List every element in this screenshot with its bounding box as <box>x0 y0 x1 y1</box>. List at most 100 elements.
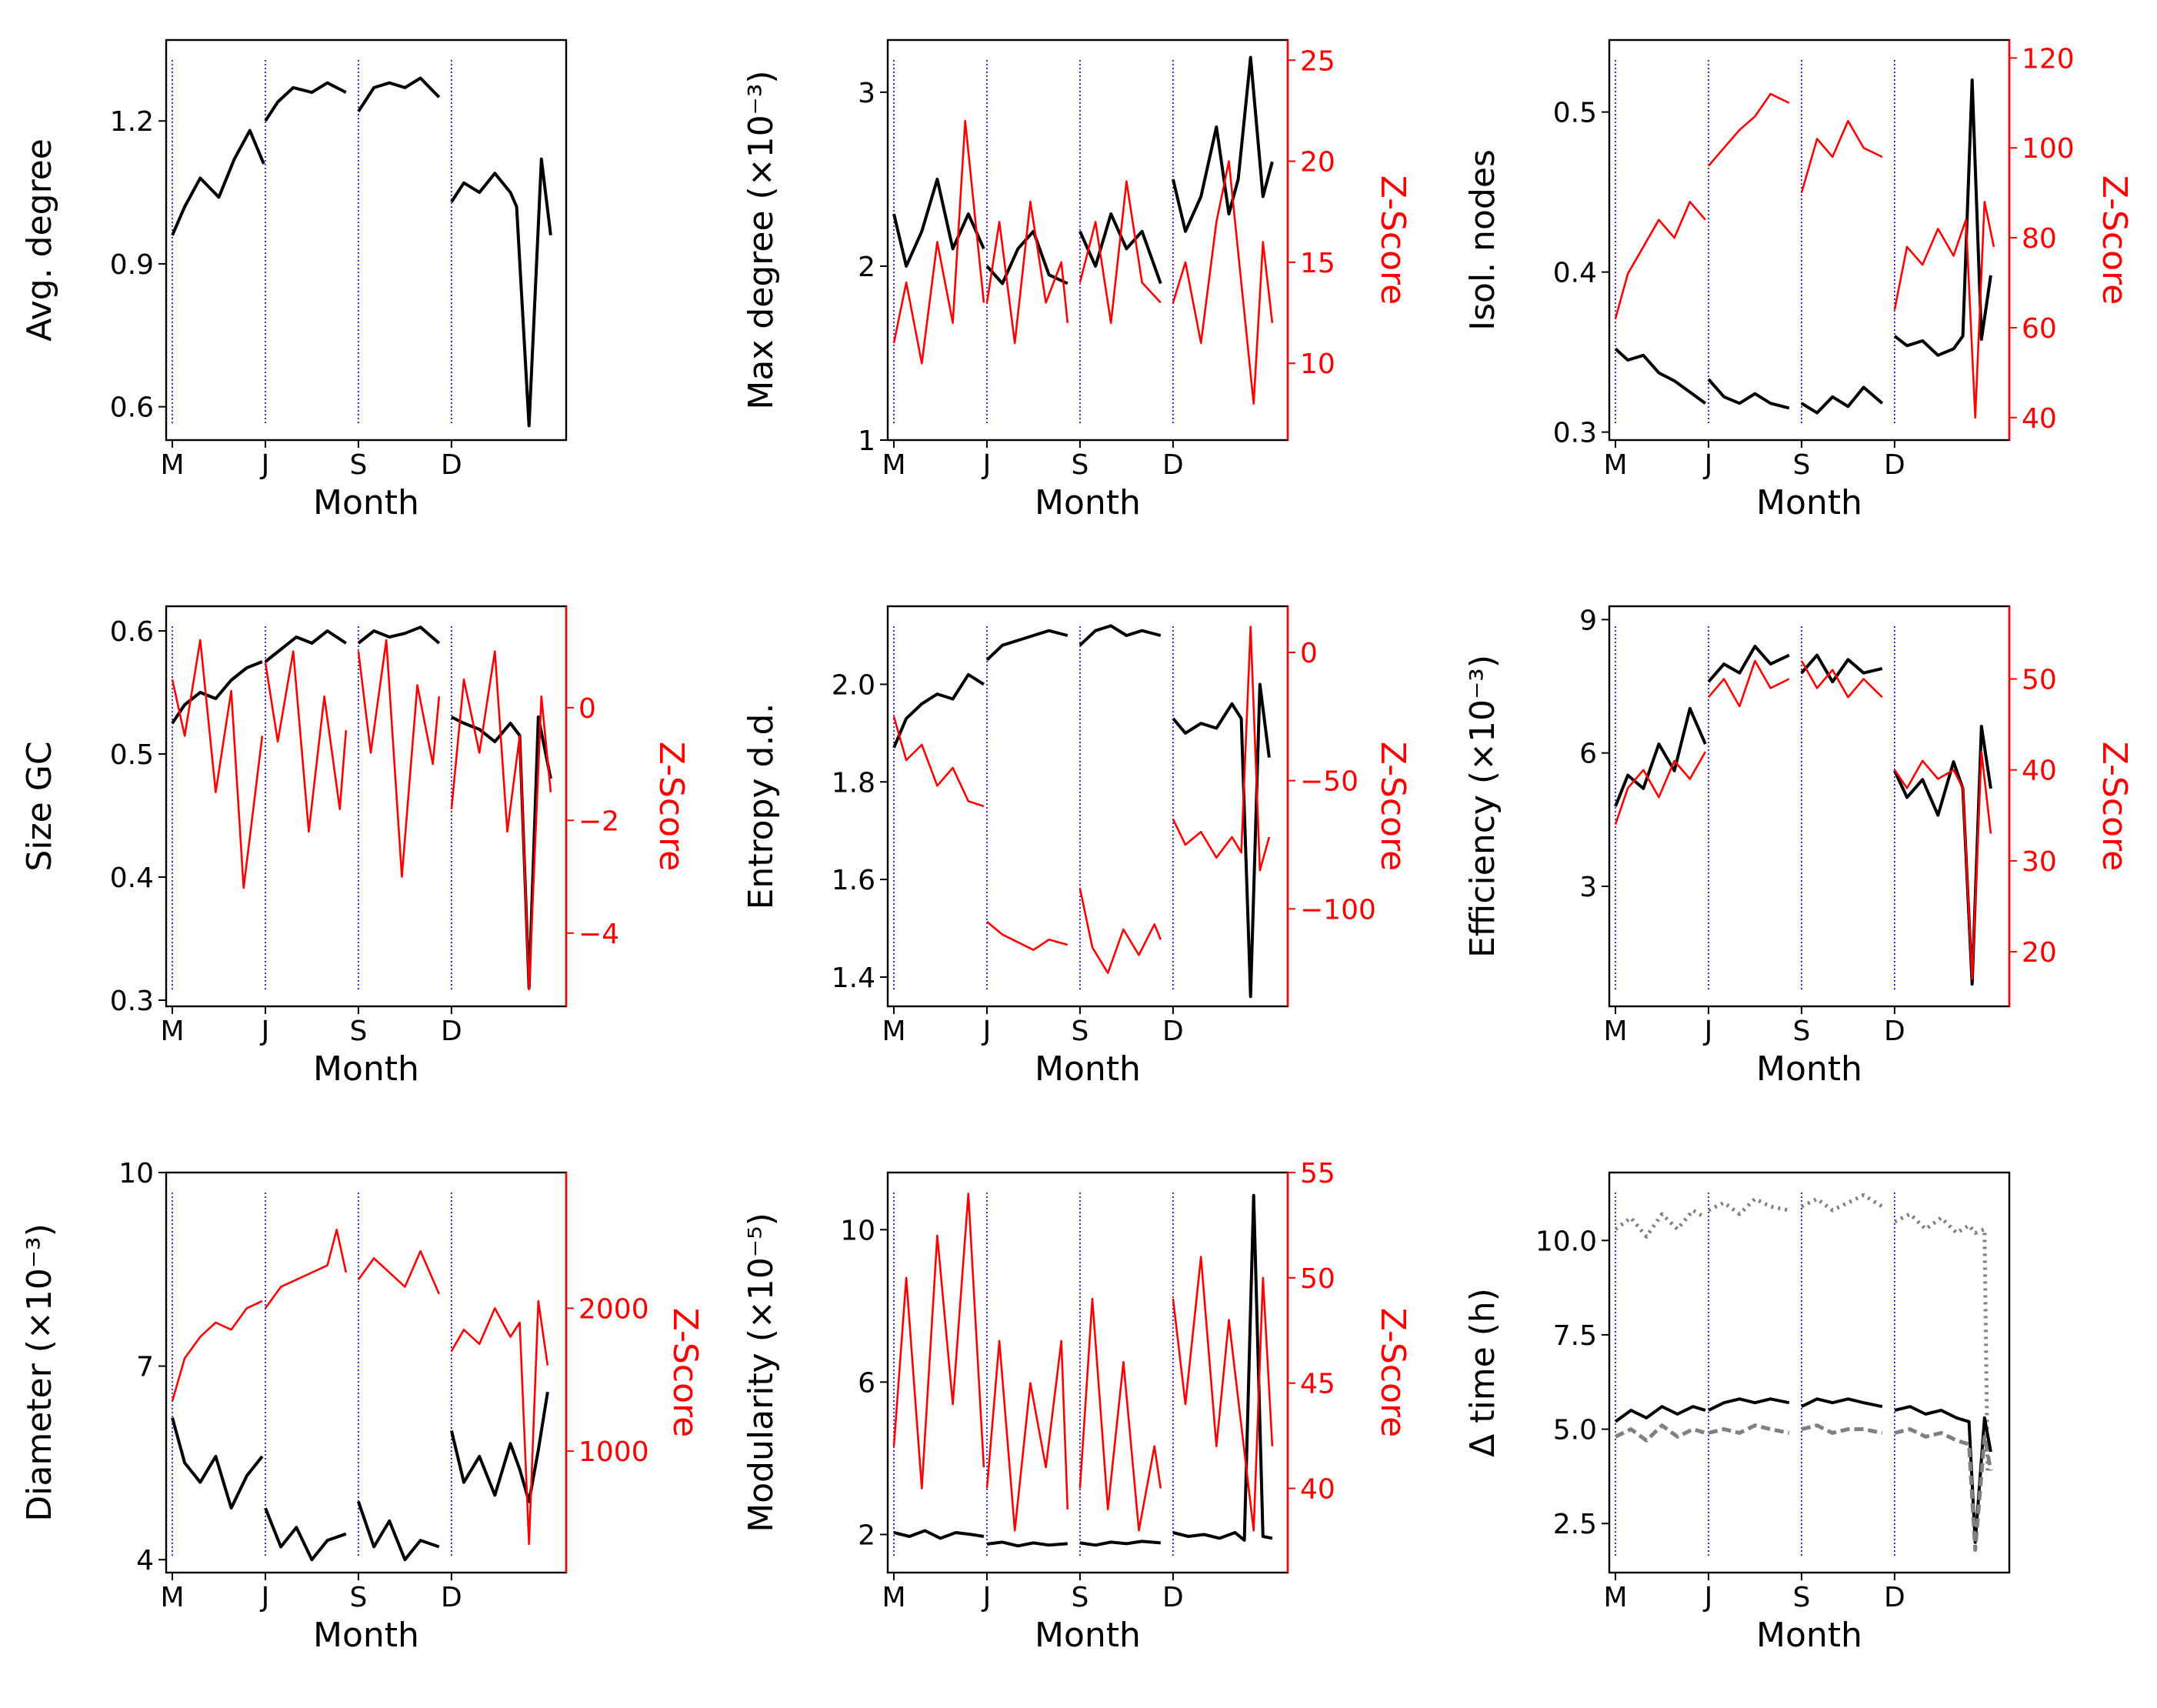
y-tick-label: 9 <box>1579 605 1597 636</box>
series-z-score <box>892 625 1271 974</box>
y2-axis-label: Z-Score <box>2095 742 2134 871</box>
series-segment <box>1614 1405 1706 1423</box>
series-segment <box>1172 160 1274 405</box>
series-segment <box>357 1249 440 1295</box>
y2-tick-label: 40 <box>2022 756 2057 787</box>
y-axis-label: Max degree (×10⁻³) <box>742 70 781 409</box>
y-tick-label: 10.0 <box>1535 1226 1597 1257</box>
y2-axis-label: Z-Score <box>1373 175 1412 305</box>
series-segment <box>1893 750 1992 980</box>
series-segment <box>449 1391 549 1503</box>
y-tick-label: 3 <box>858 78 875 109</box>
y-axis-label: Size GC <box>20 741 59 871</box>
y-axis-label: Isol. nodes <box>1463 149 1502 331</box>
x-tick-label: S <box>1071 1016 1089 1047</box>
y2-tick-label: 50 <box>1300 1263 1335 1295</box>
y-tick-label: 7 <box>136 1352 154 1383</box>
x-tick-label: M <box>882 1016 905 1047</box>
y2-tick-label: 0 <box>1300 638 1318 669</box>
series-segment <box>357 76 441 112</box>
series-segment <box>892 672 985 749</box>
series-segment <box>451 716 552 989</box>
chart-panel-6: M J S D 3 6 9 20 30 40 50 Month Efficiency (×10⁻³) Z-… <box>1463 605 2134 1089</box>
series-segment <box>1708 1423 1790 1435</box>
x-tick-label: S <box>349 1582 367 1613</box>
y2-axis-label: Z-Score <box>1373 1308 1412 1437</box>
series-segment <box>892 1193 985 1489</box>
y-axis-label: Efficiency (×10⁻³) <box>1463 655 1502 958</box>
series-segment <box>1800 119 1883 194</box>
x-axis-label: Month <box>1035 1049 1141 1089</box>
y-tick-label: 2 <box>858 1520 875 1551</box>
series-segment <box>1893 78 1992 357</box>
chart-panel-7: M J S D 4 7 10 1000 2000 Month Diameter (×10⁻³) Z-S… <box>20 1158 705 1655</box>
x-tick-label: J <box>1703 1582 1713 1613</box>
y2-tick-label: 40 <box>1300 1474 1335 1506</box>
series-segment <box>1614 751 1707 826</box>
x-tick-label: M <box>1603 449 1627 481</box>
y2-tick-label: 10 <box>1300 349 1335 380</box>
series-segment <box>171 660 263 725</box>
series-z-score <box>1614 659 1992 980</box>
y-tick-label: 1 <box>858 425 875 457</box>
axes-frame <box>165 1171 568 1574</box>
series-segment <box>1708 92 1790 167</box>
series-segment <box>1800 1193 1884 1213</box>
chart-panel-9: M J S D 2.5 5.0 7.5 10.0 Month Δ time (h) <box>1463 1171 2011 1655</box>
series-diameter <box>171 1391 549 1562</box>
series-segment <box>1078 888 1162 974</box>
series-segment <box>1171 55 1274 233</box>
y-tick-label: 0.5 <box>1553 98 1597 129</box>
chart-panel-2: M J S D 1 2 3 10 15 20 25 Month Max degree (×10⁻³) Z-… <box>742 38 1412 522</box>
x-tick-label: M <box>1603 1582 1627 1613</box>
series-segment <box>985 200 1069 345</box>
y2-axis-label: Z-Score <box>2095 175 2134 305</box>
x-tick-label: J <box>982 1582 992 1613</box>
series-segment <box>1078 212 1162 285</box>
y-tick-label: 2.5 <box>1553 1509 1597 1540</box>
x-axis-label: Month <box>1035 483 1141 522</box>
y2-tick-label: 2000 <box>578 1293 649 1325</box>
x-axis-label: Month <box>313 1049 419 1089</box>
series-z-score <box>892 119 1274 405</box>
series-segment <box>892 119 985 365</box>
axes-frame <box>1608 1171 2011 1574</box>
y-tick-label: 6 <box>858 1367 875 1399</box>
series-segment <box>1614 1208 1707 1239</box>
y2-tick-label: 50 <box>2022 665 2057 696</box>
x-tick-label: J <box>260 449 270 481</box>
y2-tick-label: 15 <box>1300 248 1335 279</box>
series-segment <box>1078 1297 1162 1532</box>
x-tick-label: D <box>1884 449 1905 481</box>
x-tick-label: M <box>882 1582 905 1613</box>
series-segment <box>985 1339 1069 1532</box>
series-segment <box>450 650 552 991</box>
series-segment <box>357 639 441 878</box>
x-tick-label: M <box>160 1582 184 1613</box>
x-axis-label: Month <box>1035 1616 1141 1655</box>
y-tick-label: 6 <box>1579 739 1597 770</box>
x-tick-label: M <box>160 449 184 481</box>
y2-tick-label: −4 <box>578 919 619 950</box>
series-segment <box>1614 1423 1706 1443</box>
y2-tick-label: 55 <box>1300 1158 1335 1189</box>
series-efficiency <box>1614 645 1992 986</box>
x-axis-label: Month <box>313 1616 419 1655</box>
y-axis-label: Diameter (×10⁻³) <box>20 1223 59 1521</box>
series-segment <box>357 1501 440 1562</box>
x-tick-label: J <box>982 449 992 481</box>
series-segment <box>264 650 348 833</box>
x-axis-label: Month <box>1756 1049 1862 1089</box>
x-tick-label: S <box>1792 449 1810 481</box>
series-dashed-grey <box>1614 1423 1993 1553</box>
y-axis-label: Entropy d.d. <box>742 703 781 910</box>
series-segment <box>1800 660 1883 699</box>
series-segment <box>892 177 985 268</box>
x-axis-label: Month <box>313 483 419 522</box>
series-segment <box>985 629 1068 662</box>
x-tick-label: M <box>160 1016 184 1047</box>
series-segment <box>1801 1397 1883 1409</box>
y-tick-label: 4 <box>136 1545 154 1576</box>
y-tick-label: 0.4 <box>1553 258 1597 289</box>
axes-frame <box>886 605 1289 1008</box>
